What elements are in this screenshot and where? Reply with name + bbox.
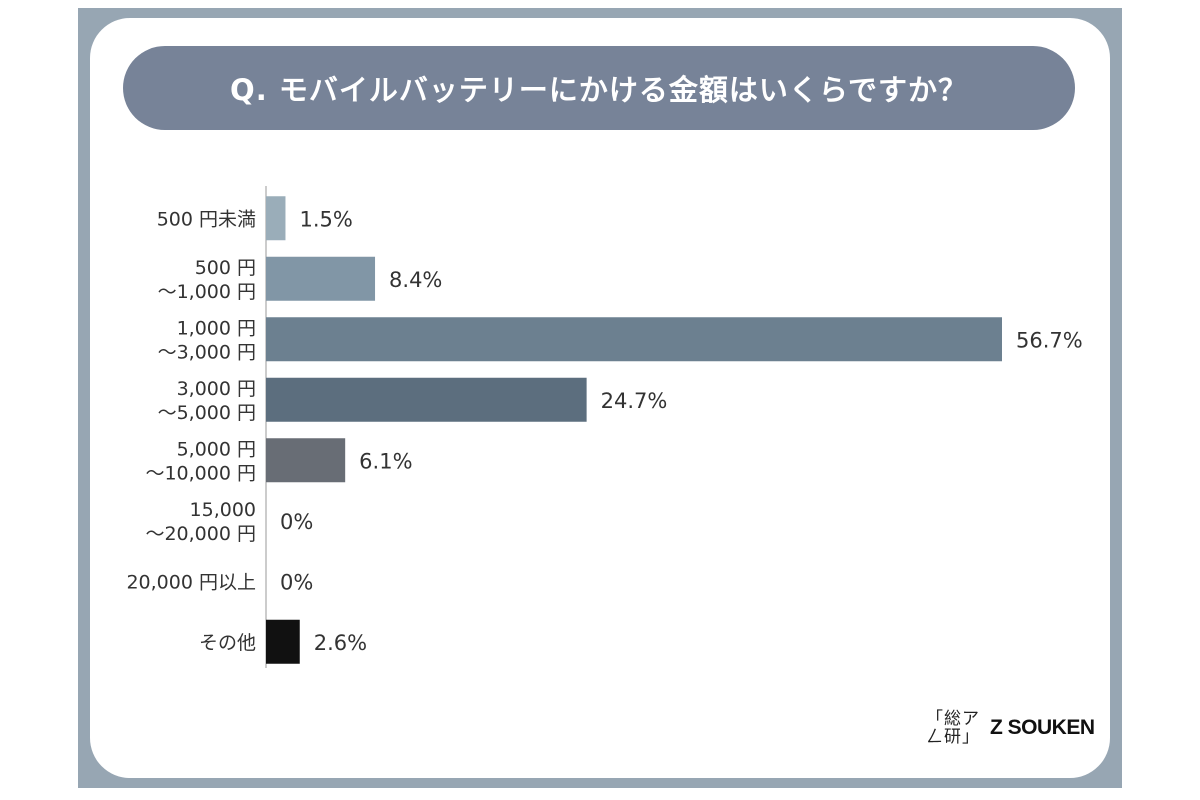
category-label: その他 [199,632,256,654]
category-label: ～3,000 円 [158,341,256,363]
brand-name: Z SOUKEN [990,716,1095,739]
bar [266,196,286,241]
chart-title: Q. モバイルバッテリーにかける金額はいくらですか？ [230,73,968,107]
value-label: 2.6% [314,631,367,655]
value-label: 56.7% [1016,328,1083,352]
brand-logo: 「総ア ㄥ研」 Z SOUKEN [926,710,1095,746]
brand-mark-line: ㄥ研」 [926,727,980,747]
category-label: 500 円未満 [157,208,256,230]
value-label: 24.7% [601,389,668,413]
value-label: 8.4% [389,268,442,292]
category-label: 20,000 円以上 [126,571,256,593]
category-label: 15,000 [190,499,256,521]
category-label: ～1,000 円 [158,281,256,303]
category-label: ～10,000 円 [145,462,256,484]
value-label: 0% [280,510,313,534]
chart-card [90,18,1110,778]
category-label: 3,000 円 [177,378,256,400]
brand-mark-line: 「総ア [926,709,980,729]
category-label: 5,000 円 [177,438,256,460]
category-label: ～5,000 円 [158,402,256,424]
value-label: 1.5% [299,207,352,231]
brand-mark: 「総ア ㄥ研」 [926,710,980,746]
bar [266,256,376,301]
bar [266,377,587,422]
category-label: ～20,000 円 [145,523,256,545]
bar [266,619,300,664]
category-label: 1,000 円 [177,317,256,339]
value-label: 6.1% [359,449,412,473]
bar [266,317,1002,362]
bar [266,438,346,483]
value-label: 0% [280,570,313,594]
title-banner: Q. モバイルバッテリーにかける金額はいくらですか？ [123,46,1075,130]
category-label: 500 円 [195,257,256,279]
